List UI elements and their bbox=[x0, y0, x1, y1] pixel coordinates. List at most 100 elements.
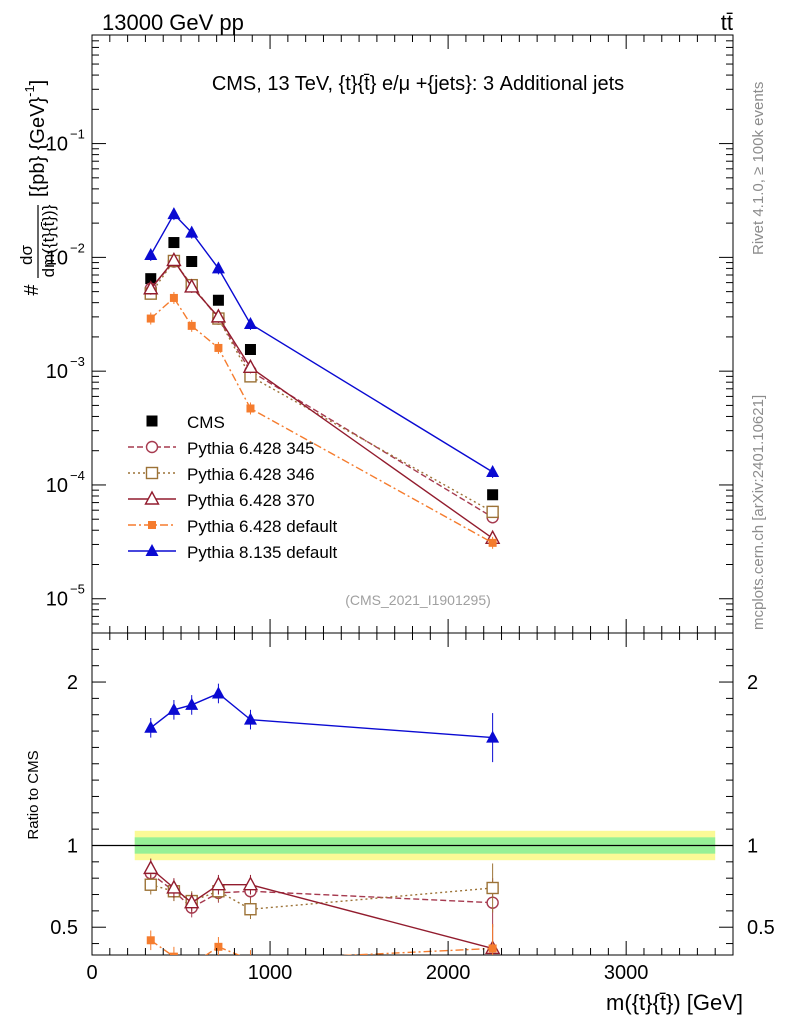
ratio-point bbox=[184, 894, 200, 909]
data-point bbox=[214, 343, 223, 352]
data-point bbox=[143, 280, 159, 295]
ratio-point bbox=[214, 942, 223, 951]
ratio-point bbox=[242, 876, 259, 891]
ratio-point bbox=[243, 712, 257, 725]
data-point bbox=[487, 489, 499, 501]
ratio-uncertainty-bands bbox=[92, 830, 733, 861]
y-tick-label: 10 bbox=[46, 247, 68, 269]
ratio-line bbox=[150, 872, 493, 909]
energy-label: 13000 GeV pp bbox=[102, 10, 244, 35]
ratio-point bbox=[146, 936, 155, 945]
ratio-tick-label: 0.5 bbox=[50, 917, 78, 939]
ratio-point bbox=[188, 961, 196, 969]
data-point bbox=[246, 404, 255, 413]
ratio-series-1 bbox=[144, 863, 499, 928]
ratio-point bbox=[144, 878, 157, 891]
legend-marker bbox=[144, 490, 160, 505]
data-point bbox=[210, 308, 227, 323]
data-point bbox=[186, 255, 198, 267]
x-tick-label: 3000 bbox=[604, 962, 649, 984]
svg-text:[{pb} {GeV}-1]: [{pb} {GeV}-1] bbox=[22, 80, 49, 197]
series-4 bbox=[146, 291, 497, 549]
y-tick-exponent: −2 bbox=[70, 240, 85, 255]
ratio-point bbox=[144, 720, 158, 733]
x-tick-label: 1000 bbox=[248, 962, 293, 984]
ratio-tick-label: 2 bbox=[67, 672, 78, 694]
y-tick-label: 10 bbox=[46, 361, 68, 383]
series-0 bbox=[145, 237, 499, 501]
ratio-point bbox=[167, 702, 181, 715]
legend-entry: CMS bbox=[146, 413, 225, 432]
x-axis-label: m({t}{t̄}) [GeV] bbox=[606, 990, 743, 1015]
y-label-prefix: # bbox=[21, 284, 43, 296]
y-tick-exponent: −1 bbox=[70, 127, 85, 142]
legend-label: Pythia 6.428 346 bbox=[187, 465, 315, 484]
y-tick-label: 10 bbox=[46, 589, 68, 611]
ratio-series-5 bbox=[144, 683, 500, 763]
data-point bbox=[184, 278, 200, 293]
y-tick-exponent: −5 bbox=[70, 582, 85, 597]
ratio-point bbox=[185, 697, 199, 710]
ratio-point bbox=[488, 944, 497, 953]
data-point bbox=[167, 207, 181, 220]
data-point bbox=[166, 251, 182, 267]
data-point bbox=[488, 538, 497, 547]
legend: CMS Pythia 6.428 345 Pythia 6.428 346 Pythi… bbox=[128, 413, 338, 562]
legend-marker bbox=[145, 440, 159, 454]
data-point bbox=[169, 293, 178, 302]
ratio-point bbox=[169, 952, 178, 955]
ratio-series-4 bbox=[146, 923, 497, 969]
ratio-line bbox=[150, 884, 493, 910]
ratio-series-2 bbox=[144, 863, 499, 920]
ratio-point bbox=[166, 879, 182, 894]
x-tick-label: 0 bbox=[86, 962, 97, 984]
main-series bbox=[143, 207, 501, 549]
data-point bbox=[145, 273, 157, 285]
main-panel: 10−510−410−310−210−1 CMS, 13 TeV, {t}{t̄… bbox=[46, 34, 734, 634]
ratio-series-3 bbox=[143, 858, 501, 955]
ratio-series-group bbox=[143, 683, 501, 969]
process-label: tt̄ bbox=[721, 10, 733, 35]
svg-text:#: # bbox=[21, 284, 43, 296]
ratio-tick-label: 1 bbox=[67, 835, 78, 857]
y-label-exponent: -1 bbox=[22, 85, 37, 97]
y-label-close: ] bbox=[27, 80, 49, 86]
x-tick-label: 2000 bbox=[426, 962, 471, 984]
legend-label: CMS bbox=[187, 413, 225, 432]
legend-label: Pythia 6.428 default bbox=[187, 517, 338, 536]
legend-entry: Pythia 6.428 default bbox=[128, 517, 338, 536]
data-point bbox=[185, 225, 199, 238]
ratio-line bbox=[150, 867, 493, 950]
rivet-label: Rivet 4.1.0, ≥ 100k events bbox=[750, 82, 767, 255]
main-y-ticks: 10−510−410−310−210−1 bbox=[46, 40, 733, 625]
legend-label: Pythia 6.428 370 bbox=[187, 491, 315, 510]
data-point bbox=[144, 247, 158, 260]
data-point bbox=[242, 358, 259, 374]
legend-entry: Pythia 6.428 346 bbox=[128, 465, 315, 484]
data-point bbox=[211, 261, 225, 274]
data-point bbox=[486, 505, 499, 519]
ratio-point bbox=[486, 730, 500, 743]
series-5 bbox=[144, 207, 500, 478]
y-tick-label: 10 bbox=[46, 475, 68, 497]
analysis-id: (CMS_2021_I1901295) bbox=[345, 592, 491, 608]
series-line bbox=[150, 296, 493, 544]
y-label-denominator: dm({t}{t̄})} bbox=[39, 204, 58, 277]
y-label-numerator: dσ bbox=[17, 245, 36, 265]
ratio-point bbox=[143, 859, 159, 875]
legend-entry: Pythia 6.428 370 bbox=[128, 490, 315, 510]
x-axis: 0 1000 2000 3000 bbox=[86, 35, 734, 984]
legend-marker bbox=[148, 521, 156, 529]
chart-title: CMS, 13 TeV, {t}{t̄} e/μ +{jets}: 3 Addi… bbox=[212, 73, 624, 95]
ratio-y-label: Ratio to CMS bbox=[25, 750, 42, 839]
ratio-point bbox=[211, 686, 225, 699]
y-axis-label: # dσ dm({t}{t̄})} [{pb} {GeV}-1] bbox=[17, 80, 58, 296]
data-point bbox=[486, 464, 500, 477]
ratio-tick-label-right: 0.5 bbox=[747, 917, 775, 939]
ratio-series bbox=[143, 683, 501, 969]
data-point bbox=[243, 316, 257, 329]
data-point bbox=[212, 294, 224, 306]
y-tick-exponent: −4 bbox=[70, 468, 85, 483]
ratio-tick-label-right: 1 bbox=[747, 835, 758, 857]
